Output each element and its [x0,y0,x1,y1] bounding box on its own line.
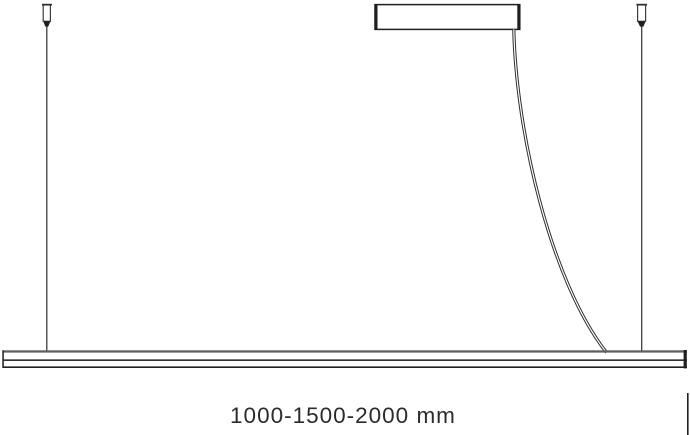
bar-top-edge [2,350,687,353]
bar-end-cap-right [683,350,687,369]
mount-cone-left [43,21,51,27]
frame-border-right [687,393,689,435]
bar-mid-line [2,359,687,361]
ceiling-mount-left [42,3,52,27]
ceiling-mount-right [636,3,647,27]
mount-cone-right [637,21,646,27]
power-cable [512,29,608,354]
canopy-rect [374,3,521,31]
bar-end-cap-left [2,350,4,368]
luminaire-bar [2,350,687,369]
power-cable-inner [513,29,607,353]
power-cable-outer [512,29,608,354]
mount-body-left [42,4,52,22]
bar-bottom-line [2,366,687,368]
dimension-label: 1000-1500-2000 mm [230,403,456,428]
mount-body-right [636,4,647,22]
ceiling-canopy-box [374,3,521,31]
